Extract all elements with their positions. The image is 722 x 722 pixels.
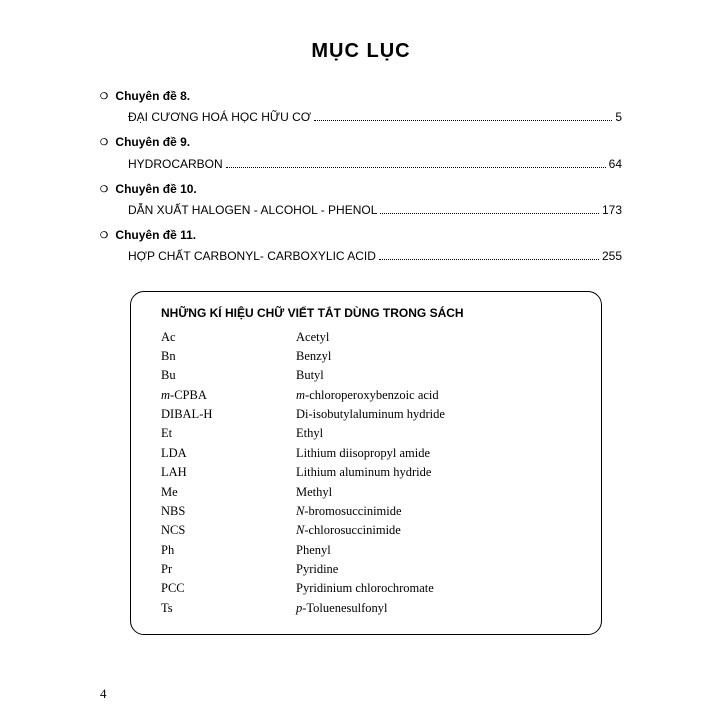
abbrev-key: PCC [161,579,296,598]
abbrev-value: Pyridinium chlorochromate [296,579,571,598]
abbrev-value: Acetyl [296,328,571,347]
table-of-contents: Chuyên đề 8. ĐẠI CƯƠNG HOÁ HỌC HỮU CƠ 5 C… [100,87,622,267]
abbrev-value: Phenyl [296,541,571,560]
abbrev-key: Pr [161,560,296,579]
abbrev-row: m-CPBAm-chloroperoxybenzoic acid [161,386,571,405]
abbrev-key: Bn [161,347,296,366]
toc-entry-page: 5 [615,108,622,127]
toc-section-heading: Chuyên đề 10. [100,180,622,199]
toc-entry-label: ĐẠI CƯƠNG HOÁ HỌC HỮU CƠ [128,108,311,127]
toc-section-heading: Chuyên đề 9. [100,133,622,152]
toc-entry-label: HỢP CHẤT CARBONYL- CARBOXYLIC ACID [128,247,376,266]
abbrev-value: N-bromosuccinimide [296,502,571,521]
toc-entry-page: 173 [602,201,622,220]
toc-entry-label: HYDROCARBON [128,155,223,174]
abbrev-value: Butyl [296,366,571,385]
abbrev-value: Pyridine [296,560,571,579]
abbrev-row: LDALithium diisopropyl amide [161,444,571,463]
abbrev-row: PCCPyridinium chlorochromate [161,579,571,598]
abbrev-row: LAHLithium aluminum hydride [161,463,571,482]
abbrev-value: Methyl [296,483,571,502]
abbrev-key: DIBAL-H [161,405,296,424]
abbrev-key: Ph [161,541,296,560]
toc-leader [379,259,599,260]
abbrev-key: NCS [161,521,296,540]
abbrev-value: Benzyl [296,347,571,366]
abbrev-key: LDA [161,444,296,463]
abbrev-key: LAH [161,463,296,482]
abbrev-value: m-chloroperoxybenzoic acid [296,386,571,405]
abbrev-value: N-chlorosuccinimide [296,521,571,540]
abbrev-value: Lithium aluminum hydride [296,463,571,482]
abbrev-value: Lithium diisopropyl amide [296,444,571,463]
abbrev-key: Bu [161,366,296,385]
toc-entry-page: 255 [602,247,622,266]
toc-entry: DẪN XUẤT HALOGEN - ALCOHOL - PHENOL 173 [100,201,622,220]
abbrev-value: p-Toluenesulfonyl [296,599,571,618]
abbrev-row: PhPhenyl [161,541,571,560]
toc-entry: ĐẠI CƯƠNG HOÁ HỌC HỮU CƠ 5 [100,108,622,127]
abbreviations-box: NHỮNG KÍ HIỆU CHỮ VIẾT TẮT DÙNG TRONG SÁ… [130,291,602,636]
abbrev-value: Ethyl [296,424,571,443]
toc-section-heading: Chuyên đề 11. [100,226,622,245]
page-title: MỤC LỤC [100,40,622,63]
toc-entry-page: 64 [609,155,622,174]
toc-leader [314,120,612,121]
abbrev-row: AcAcetyl [161,328,571,347]
abbrev-key: Me [161,483,296,502]
abbrev-key: Ts [161,599,296,618]
abbrev-row: NCSN-chlorosuccinimide [161,521,571,540]
page-number: 4 [100,686,107,702]
abbrev-row: PrPyridine [161,560,571,579]
toc-leader [380,213,599,214]
abbrev-value: Di-isobutylaluminum hydride [296,405,571,424]
abbrev-row: NBSN-bromosuccinimide [161,502,571,521]
abbrev-row: BnBenzyl [161,347,571,366]
toc-leader [226,167,606,168]
toc-entry: HYDROCARBON 64 [100,155,622,174]
abbrev-row: Tsp-Toluenesulfonyl [161,599,571,618]
abbrev-key: Ac [161,328,296,347]
abbrev-row: EtEthyl [161,424,571,443]
abbrev-key: Et [161,424,296,443]
toc-section-heading: Chuyên đề 8. [100,87,622,106]
abbreviations-title: NHỮNG KÍ HIỆU CHỮ VIẾT TẮT DÙNG TRONG SÁ… [161,306,571,320]
toc-entry-label: DẪN XUẤT HALOGEN - ALCOHOL - PHENOL [128,201,377,220]
abbrev-row: DIBAL-HDi-isobutylaluminum hydride [161,405,571,424]
abbrev-row: BuButyl [161,366,571,385]
abbrev-row: MeMethyl [161,483,571,502]
abbrev-key: m-CPBA [161,386,296,405]
toc-entry: HỢP CHẤT CARBONYL- CARBOXYLIC ACID 255 [100,247,622,266]
abbrev-key: NBS [161,502,296,521]
